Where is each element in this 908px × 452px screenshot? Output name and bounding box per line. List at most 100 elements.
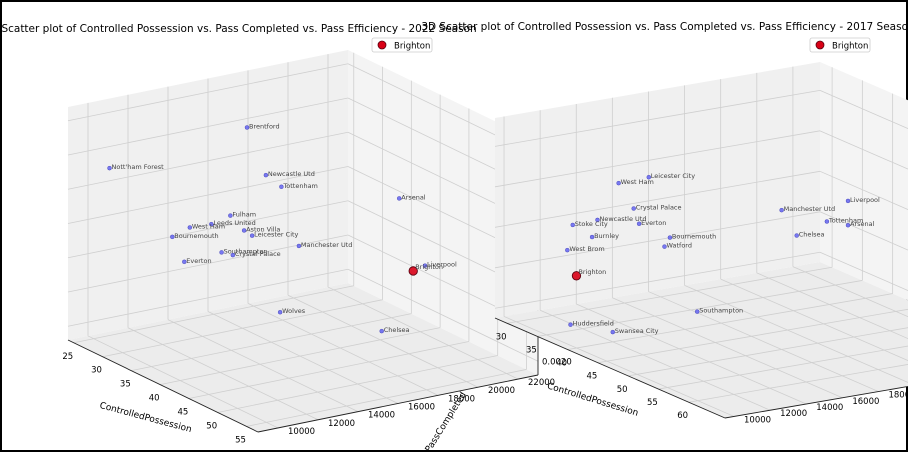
grid-line — [67, 234, 349, 293]
point-label: Newcastle Utd — [268, 170, 315, 178]
x-tick-label: 60 — [677, 411, 688, 421]
x-axis-label: ControlledPossession — [98, 401, 192, 435]
grid-line — [67, 268, 349, 327]
data-point — [279, 184, 284, 189]
grid-line — [539, 309, 771, 411]
data-point — [277, 310, 283, 315]
point-label: Chelsea — [384, 326, 410, 334]
x-axis-line — [494, 317, 726, 419]
point-label: Southampton — [224, 247, 268, 255]
grid-line — [684, 284, 908, 383]
grid-line — [537, 280, 863, 337]
grid-line — [494, 211, 821, 269]
point-label: Manchester Utd — [301, 241, 353, 249]
grid-line — [167, 319, 359, 413]
grid-line — [207, 311, 399, 404]
data-point — [249, 233, 255, 238]
legend-box — [809, 37, 871, 53]
data-point — [219, 250, 224, 255]
point-label: Nott'ham Forest — [112, 163, 165, 171]
data-point — [422, 263, 428, 268]
grid-line — [67, 200, 349, 259]
legend-label: Brighton — [832, 42, 868, 52]
data-point — [170, 234, 175, 240]
grid-line — [756, 272, 908, 340]
data-point — [571, 271, 582, 281]
point-label: Manchester Utd — [784, 205, 836, 213]
grid-line — [612, 297, 843, 399]
grid-line — [628, 327, 908, 377]
grid-line — [597, 308, 908, 364]
legend: Brighton — [371, 37, 433, 53]
grid-line — [576, 303, 807, 405]
y-tick-label: 18000 — [448, 394, 475, 404]
x-tick-label: 50 — [206, 421, 217, 431]
y-tick-label: 14000 — [368, 411, 395, 421]
x-tick-label: 35 — [120, 380, 131, 390]
data-point — [296, 243, 302, 249]
x-tick-label: 45 — [586, 372, 597, 382]
point-label: Liverpool — [850, 196, 880, 204]
data-point — [397, 196, 402, 201]
point-label: Leicester City — [651, 172, 695, 180]
grid-line — [494, 170, 821, 228]
data-point — [695, 309, 700, 314]
point-label: Leicester City — [254, 231, 298, 239]
data-point — [182, 259, 187, 265]
y-tick-label: 10000 — [288, 427, 315, 437]
data-point — [107, 165, 112, 171]
point-label: West Brom — [569, 245, 604, 253]
data-point — [244, 125, 250, 130]
point-label: Arsenal — [401, 193, 426, 201]
point-label: Bournemouth — [174, 232, 218, 240]
data-point — [662, 244, 667, 249]
data-point — [209, 221, 214, 227]
point-label: Everton — [641, 219, 666, 227]
data-point — [241, 228, 247, 233]
grid-line — [87, 335, 279, 429]
y-tick-label: 20000 — [488, 386, 515, 396]
floor-pane — [495, 262, 908, 418]
data-point — [779, 207, 784, 213]
y-axis-label: PassCompleted — [424, 391, 469, 452]
legend-label: Brighton — [394, 42, 430, 52]
y-tick-label: 22000 — [528, 378, 555, 388]
grid-line — [819, 130, 908, 170]
x-tick-label: 25 — [62, 352, 73, 362]
grid-line — [494, 251, 821, 309]
x-tick-label: 40 — [556, 359, 567, 369]
point-label: Tottenham — [828, 217, 864, 225]
point-label: Fulham — [232, 211, 256, 219]
point-label: Leeds United — [213, 219, 255, 227]
point-label: Tottenham — [282, 182, 318, 190]
data-point — [263, 172, 269, 178]
grid-line — [327, 286, 519, 380]
data-point — [646, 175, 651, 180]
data-point — [408, 266, 418, 276]
data-point — [845, 198, 851, 204]
x-tick-label: 35 — [526, 345, 537, 355]
y-tick-label: 10000 — [744, 415, 771, 425]
grid-line — [720, 278, 908, 361]
point-label: West Ham — [192, 222, 225, 230]
data-point — [636, 221, 642, 226]
x-tick-label: 50 — [617, 385, 628, 395]
data-point — [568, 322, 573, 327]
x-axis-line — [67, 339, 259, 433]
grid-line — [287, 294, 479, 388]
data-point — [616, 180, 621, 186]
grid-line — [819, 211, 908, 251]
point-label: Crystal Palace — [235, 250, 281, 258]
y-tick-label: 18000 — [888, 391, 908, 401]
grid-line — [67, 97, 349, 156]
data-point — [595, 217, 600, 223]
grid-line — [507, 266, 833, 324]
data-point — [631, 206, 636, 211]
chart-panel-1: 25 30 35 40 45 50 55 10000 12000 14000 16000 18000 2… — [0, 23, 580, 452]
point-label: Stoke City — [575, 220, 608, 228]
z-tick-label: 0.0020 — [542, 357, 572, 367]
x-tick-label: 40 — [149, 394, 160, 404]
chart-title: 3D Scatter plot of Controlled Possession… — [421, 21, 908, 33]
point-label: Chelsea — [799, 231, 825, 239]
